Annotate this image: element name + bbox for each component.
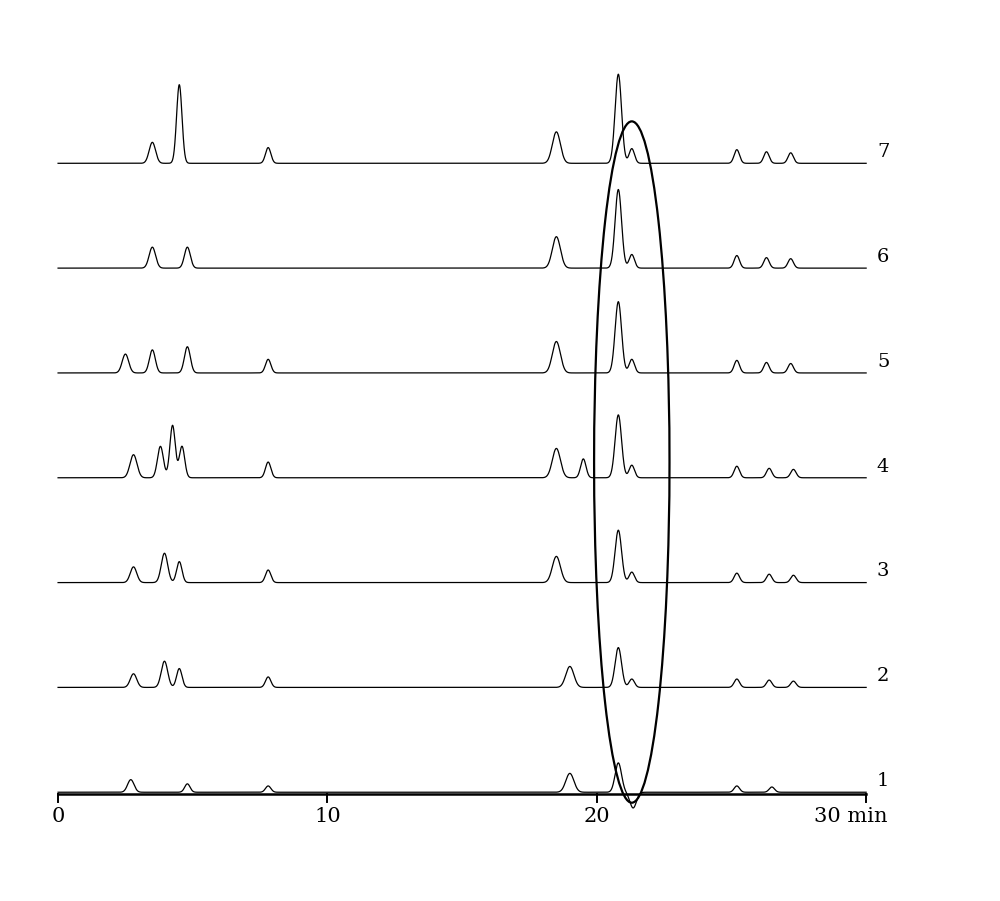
Text: 5: 5 bbox=[877, 353, 889, 371]
Text: 10: 10 bbox=[314, 807, 341, 826]
Text: 4: 4 bbox=[877, 458, 889, 476]
Text: 3: 3 bbox=[877, 562, 889, 580]
Text: 30 min: 30 min bbox=[814, 807, 888, 826]
Text: 20: 20 bbox=[583, 807, 610, 826]
Text: 2: 2 bbox=[877, 668, 889, 686]
Text: 6: 6 bbox=[877, 248, 889, 266]
Text: 0: 0 bbox=[51, 807, 65, 826]
Text: 1: 1 bbox=[877, 772, 889, 790]
Text: 7: 7 bbox=[877, 143, 889, 161]
